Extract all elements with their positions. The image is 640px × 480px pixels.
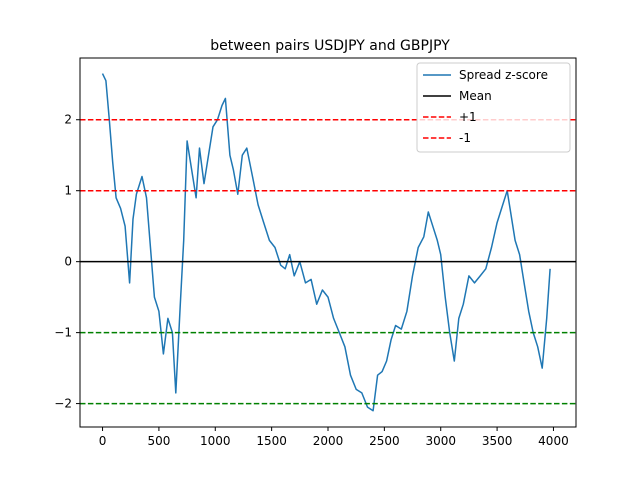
- y-tick-label: −1: [54, 326, 72, 340]
- y-tick-label: 2: [64, 113, 72, 127]
- legend-label: -1: [459, 131, 471, 145]
- x-tick-label: 1000: [200, 434, 231, 448]
- y-axis: −2 −1 0 1 2: [54, 113, 80, 411]
- x-tick-label: 4000: [538, 434, 569, 448]
- legend-box: [416, 62, 571, 153]
- x-axis: 0 500 1000 1500 2000 2500 3000 3500 4000: [99, 427, 569, 448]
- legend: Spread z-score Mean +1 -1: [416, 62, 571, 153]
- y-tick-label: 1: [64, 184, 72, 198]
- x-tick-label: 0: [99, 434, 107, 448]
- x-tick-label: 2500: [369, 434, 400, 448]
- x-tick-label: 2000: [313, 434, 344, 448]
- y-tick-label: −2: [54, 397, 72, 411]
- legend-label: +1: [459, 110, 477, 124]
- x-tick-label: 3000: [425, 434, 456, 448]
- chart-title: between pairs USDJPY and GBPJPY: [210, 38, 450, 54]
- legend-label: Spread z-score: [459, 68, 548, 82]
- y-tick-label: 0: [64, 255, 72, 269]
- x-tick-label: 3500: [482, 434, 513, 448]
- series-line-0: [101, 73, 551, 412]
- x-tick-label: 500: [147, 434, 170, 448]
- x-tick-label: 1500: [256, 434, 287, 448]
- legend-label: Mean: [459, 89, 492, 103]
